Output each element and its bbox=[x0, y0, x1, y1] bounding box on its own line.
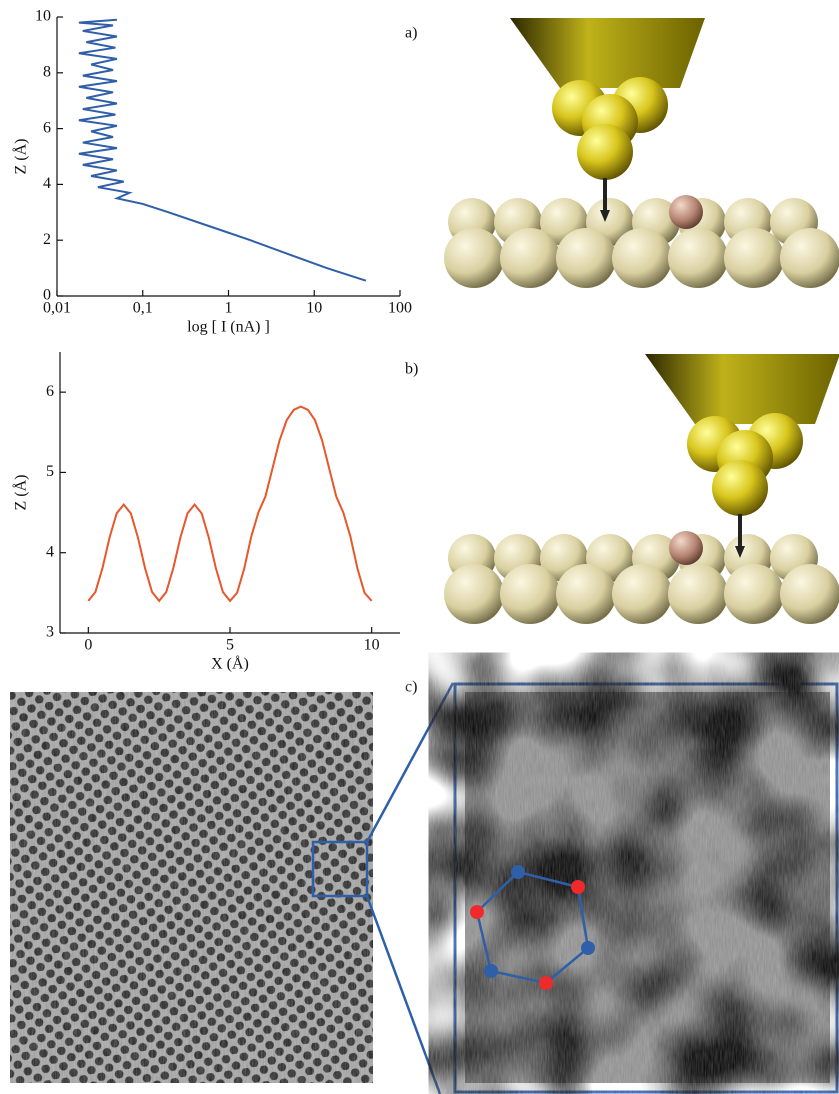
zoom-line bbox=[365, 895, 442, 1094]
stm-large bbox=[10, 682, 455, 1094]
atom-blue bbox=[581, 941, 595, 955]
tip-atom bbox=[712, 460, 768, 516]
stm-noise bbox=[465, 692, 830, 1083]
y-tick-label: 3 bbox=[46, 624, 54, 641]
atom-blue bbox=[484, 964, 498, 978]
surface-atom bbox=[556, 564, 616, 624]
panel-label: c) bbox=[405, 679, 417, 696]
data-line bbox=[78, 18, 367, 282]
y-tick-label: 10 bbox=[35, 8, 51, 25]
zoom-line bbox=[365, 682, 455, 843]
tip-illustration bbox=[444, 354, 839, 624]
panel-label: a) bbox=[405, 25, 417, 42]
panel-label: b) bbox=[405, 361, 418, 378]
x-tick-label: 0 bbox=[84, 637, 92, 654]
atom-red bbox=[571, 880, 585, 894]
stm-noise bbox=[10, 692, 373, 1083]
adatom bbox=[669, 531, 703, 565]
tip-cone bbox=[645, 354, 839, 424]
surface-atom bbox=[500, 564, 560, 624]
surface-atom bbox=[500, 228, 560, 288]
adatom bbox=[669, 195, 703, 229]
surface-atom bbox=[612, 228, 672, 288]
y-tick-label: 0 bbox=[43, 287, 51, 304]
y-tick-label: 4 bbox=[43, 175, 51, 192]
y-axis-label: Z (Å) bbox=[12, 475, 30, 511]
surface-atom bbox=[724, 564, 784, 624]
x-tick-label: 1 bbox=[225, 300, 233, 317]
y-tick-label: 8 bbox=[43, 63, 51, 80]
surface-atom bbox=[668, 564, 728, 624]
surface-atom bbox=[780, 228, 839, 288]
atom-red bbox=[539, 976, 553, 990]
x-tick-label: 0,1 bbox=[133, 300, 153, 317]
x-tick-label: 10 bbox=[364, 637, 380, 654]
atom-red bbox=[470, 905, 484, 919]
surface-atom bbox=[556, 228, 616, 288]
zoom-box bbox=[311, 840, 369, 898]
tip-atom bbox=[577, 124, 633, 180]
x-axis-label: X (Å) bbox=[211, 655, 249, 673]
x-tick-label: 10 bbox=[306, 300, 322, 317]
y-tick-label: 2 bbox=[43, 231, 51, 248]
arrow-head bbox=[600, 210, 610, 222]
atom-blue bbox=[511, 865, 525, 879]
y-tick-label: 5 bbox=[46, 463, 54, 480]
x-tick-label: 5 bbox=[226, 637, 234, 654]
y-tick-label: 4 bbox=[46, 543, 54, 560]
surface-atom bbox=[780, 564, 839, 624]
surface-atom bbox=[444, 564, 504, 624]
tip-illustration bbox=[444, 18, 839, 288]
x-tick-label: 100 bbox=[388, 300, 412, 317]
surface-atom bbox=[612, 564, 672, 624]
stm-zoom bbox=[453, 682, 839, 1094]
y-tick-label: 6 bbox=[46, 383, 54, 400]
y-tick-label: 6 bbox=[43, 119, 51, 136]
arrow-head bbox=[735, 546, 745, 558]
x-tick-label: 0,01 bbox=[43, 300, 71, 317]
data-line bbox=[87, 405, 373, 603]
y-axis-label: Z (Å) bbox=[12, 139, 30, 175]
surface-atom bbox=[724, 228, 784, 288]
tip-cone bbox=[510, 18, 705, 88]
x-axis-label: log [ I (nA) ] bbox=[187, 319, 270, 336]
surface-atom bbox=[444, 228, 504, 288]
surface-atom bbox=[668, 228, 728, 288]
